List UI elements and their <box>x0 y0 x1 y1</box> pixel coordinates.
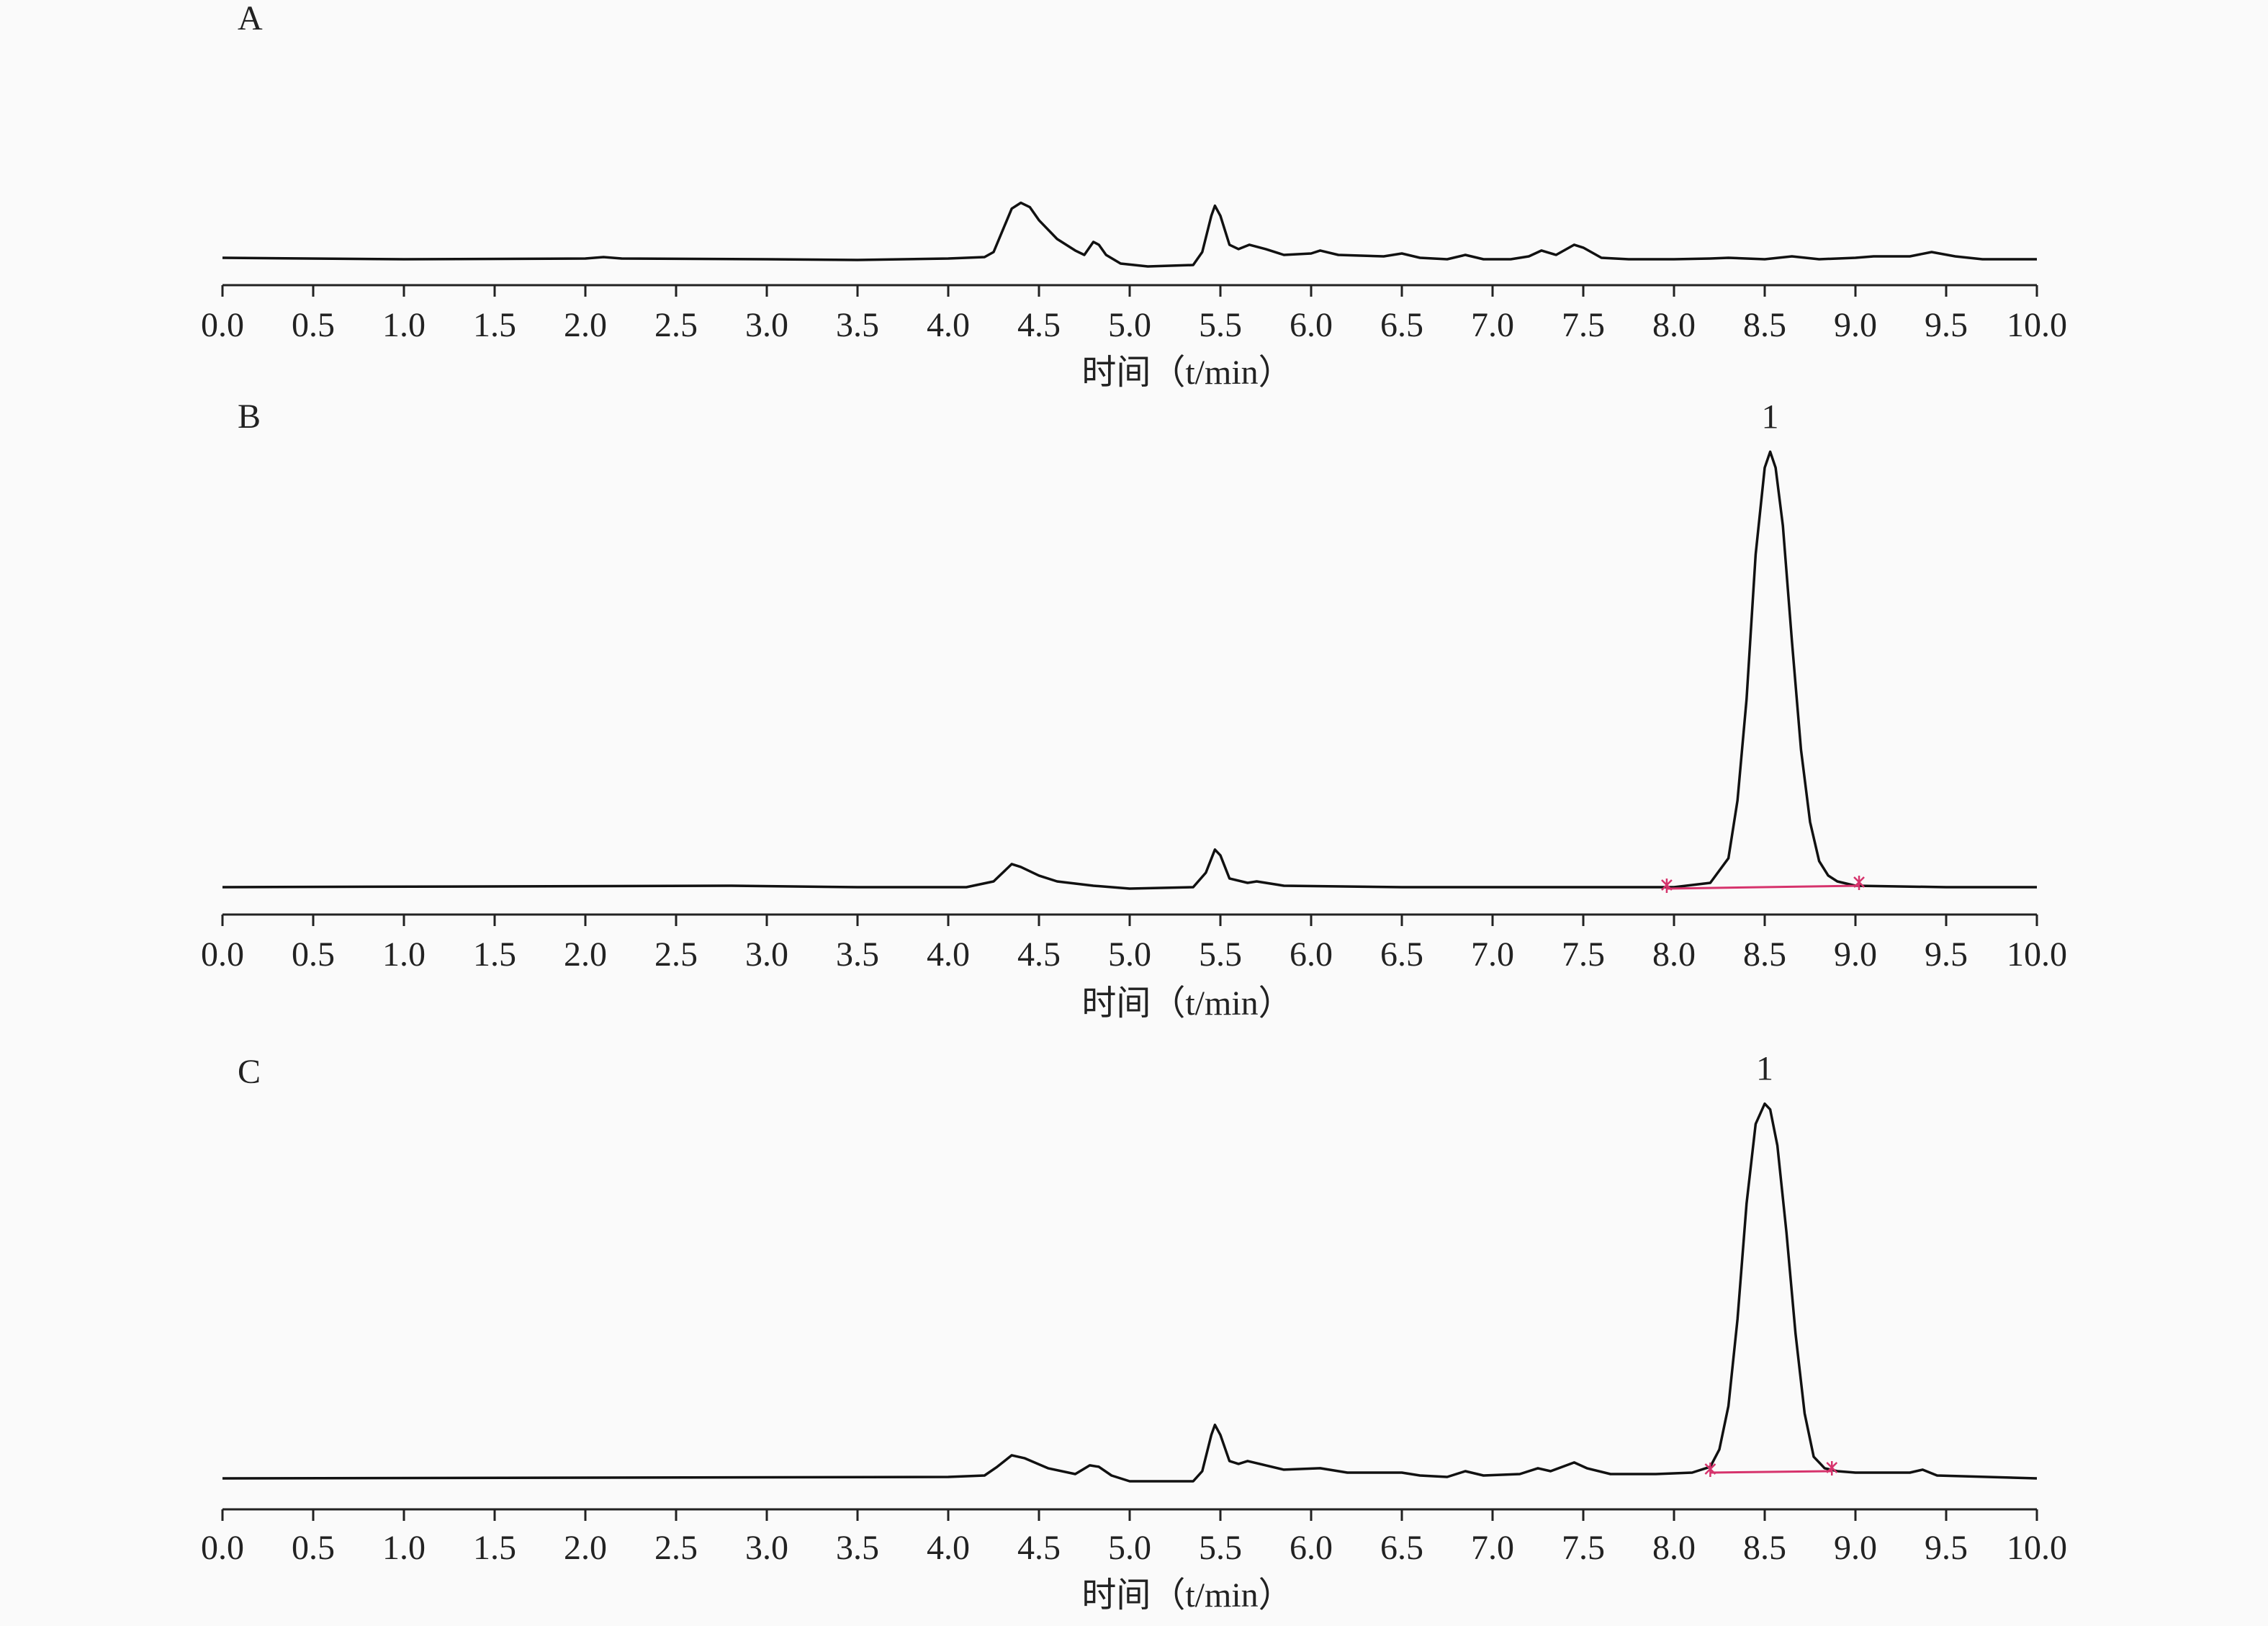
x-tick-label: 1.0 <box>382 306 426 344</box>
x-tick-label: 5.5 <box>1199 935 1242 974</box>
x-tick-label: 9.0 <box>1834 1529 1877 1567</box>
integration-baseline <box>1710 1470 1832 1474</box>
x-axis-label: 时间（t/min） <box>1081 354 1292 392</box>
x-tick-label: 9.5 <box>1925 1529 1968 1567</box>
x-tick-label: 0.0 <box>201 306 244 344</box>
x-tick-label: 0.5 <box>292 1529 335 1567</box>
x-tick-label: 1.0 <box>382 935 426 974</box>
x-tick-label: 6.5 <box>1380 935 1423 974</box>
x-axis-label: 时间（t/min） <box>1081 984 1292 1023</box>
x-tick-label: 6.5 <box>1380 1529 1423 1567</box>
x-tick-label: 3.0 <box>745 1529 788 1567</box>
integration-baseline <box>1666 884 1860 890</box>
x-tick-label: 2.5 <box>654 306 698 344</box>
x-tick-label: 2.5 <box>654 1529 698 1567</box>
x-tick-label: 5.0 <box>1108 1529 1151 1567</box>
x-tick-label: 3.5 <box>836 306 879 344</box>
x-tick-label: 6.0 <box>1290 1529 1333 1567</box>
x-tick-label: 4.5 <box>1017 1529 1061 1567</box>
trace <box>222 201 2037 268</box>
x-tick-label: 3.5 <box>836 935 879 974</box>
x-tick-label: 9.0 <box>1834 306 1877 344</box>
x-tick-label: 8.5 <box>1743 306 1786 344</box>
x-tick-label: 4.5 <box>1017 306 1061 344</box>
x-tick-label: 10.0 <box>2007 1529 2067 1567</box>
x-tick-label: 9.5 <box>1925 306 1968 344</box>
x-tick-label: 2.5 <box>654 935 698 974</box>
x-tick-label: 1.0 <box>382 1529 426 1567</box>
x-tick-label: 8.5 <box>1743 1529 1786 1567</box>
x-tick-label: 2.0 <box>564 935 607 974</box>
x-tick-label: 1.5 <box>473 306 516 344</box>
x-tick-label: 3.0 <box>745 935 788 974</box>
x-tick-label: 9.5 <box>1925 935 1968 974</box>
x-tick-label: 5.5 <box>1199 306 1242 344</box>
x-tick-label: 4.0 <box>927 935 970 974</box>
x-tick-label: 7.0 <box>1471 1529 1514 1567</box>
x-tick-label: 7.5 <box>1562 1529 1605 1567</box>
x-tick-label: 10.0 <box>2007 935 2067 974</box>
x-tick-label: 7.5 <box>1562 306 1605 344</box>
x-tick-label: 2.0 <box>564 1529 607 1567</box>
x-tick-label: 0.0 <box>201 1529 244 1567</box>
x-tick-label: 7.0 <box>1471 935 1514 974</box>
x-tick-label: 5.0 <box>1108 306 1151 344</box>
x-tick-label: 8.0 <box>1652 1529 1696 1567</box>
x-tick-label: 0.0 <box>201 935 244 974</box>
x-tick-label: 3.5 <box>836 1529 879 1567</box>
x-tick-label: 10.0 <box>2007 306 2067 344</box>
x-tick-label: 7.5 <box>1562 935 1605 974</box>
trace <box>222 450 2037 890</box>
integration-marker <box>1661 879 1673 894</box>
x-tick-label: 4.0 <box>927 306 970 344</box>
panel-label: A <box>238 0 263 37</box>
integration-marker <box>1826 1460 1838 1475</box>
x-tick-label: 8.0 <box>1652 306 1696 344</box>
x-tick-label: 3.0 <box>745 306 788 344</box>
x-tick-label: 7.0 <box>1471 306 1514 344</box>
integration-marker <box>1704 1462 1716 1477</box>
trace <box>222 1102 2038 1483</box>
x-tick-label: 4.5 <box>1017 935 1061 974</box>
integration-marker <box>1853 875 1865 890</box>
x-tick-label: 5.0 <box>1108 935 1151 974</box>
x-tick-label: 2.0 <box>564 306 607 344</box>
x-tick-label: 1.5 <box>473 935 516 974</box>
peak-label: 1 <box>1762 397 1779 436</box>
x-axis-label: 时间（t/min） <box>1081 1576 1292 1614</box>
x-tick-label: 5.5 <box>1199 1529 1242 1567</box>
panel-label: C <box>238 1053 261 1091</box>
x-tick-label: 8.0 <box>1652 935 1696 974</box>
panel-label: B <box>238 397 261 436</box>
x-tick-label: 0.5 <box>292 306 335 344</box>
x-tick-label: 0.5 <box>292 935 335 974</box>
x-tick-label: 9.0 <box>1834 935 1877 974</box>
x-tick-label: 6.0 <box>1290 935 1333 974</box>
peak-label: 1 <box>1756 1050 1773 1088</box>
x-tick-label: 1.5 <box>473 1529 516 1567</box>
x-tick-label: 6.5 <box>1380 306 1423 344</box>
x-tick-label: 6.0 <box>1290 306 1333 344</box>
x-tick-label: 4.0 <box>927 1529 970 1567</box>
x-tick-label: 8.5 <box>1743 935 1786 974</box>
